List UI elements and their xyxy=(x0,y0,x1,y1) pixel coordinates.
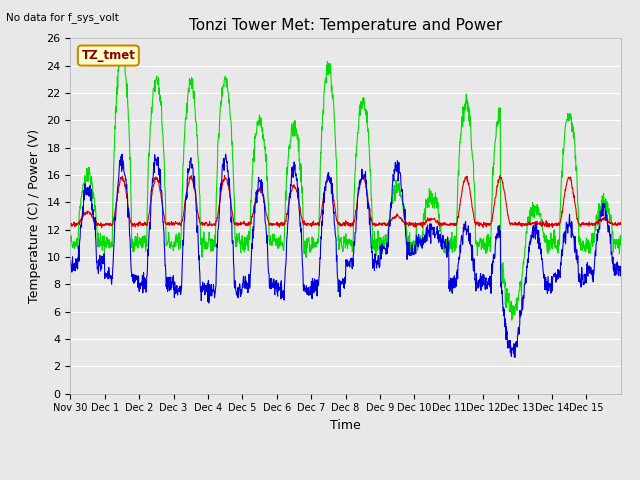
Line: Battery V: Battery V xyxy=(70,175,621,228)
Panel T xyxy=(332,137,339,143)
Panel T xyxy=(67,238,74,244)
Air T xyxy=(153,157,161,163)
Battery V xyxy=(557,217,564,223)
Line: Air T: Air T xyxy=(70,154,621,357)
Text: No data for f_sys_volt: No data for f_sys_volt xyxy=(6,12,119,23)
Panel T xyxy=(116,42,124,48)
Panel T xyxy=(153,73,161,79)
Air T xyxy=(557,260,564,265)
Air T xyxy=(476,276,483,282)
Air T xyxy=(67,258,74,264)
Battery V xyxy=(321,183,329,189)
Air T xyxy=(118,151,126,157)
Y-axis label: Temperature (C) / Power (V): Temperature (C) / Power (V) xyxy=(28,129,41,303)
Air T xyxy=(332,233,339,239)
Text: TZ_tmet: TZ_tmet xyxy=(81,49,135,62)
Battery V xyxy=(332,212,340,217)
Battery V xyxy=(67,221,74,227)
Battery V xyxy=(153,175,161,180)
Legend: Panel T, Battery V, Air T: Panel T, Battery V, Air T xyxy=(193,478,498,480)
Battery V xyxy=(98,225,106,230)
Air T xyxy=(511,354,519,360)
Battery V xyxy=(476,220,484,226)
Title: Tonzi Tower Met: Temperature and Power: Tonzi Tower Met: Temperature and Power xyxy=(189,18,502,33)
Panel T xyxy=(557,201,564,206)
Panel T xyxy=(611,237,618,242)
Panel T xyxy=(508,317,516,323)
X-axis label: Time: Time xyxy=(330,419,361,432)
Panel T xyxy=(476,239,483,244)
Air T xyxy=(611,272,618,278)
Battery V xyxy=(617,222,625,228)
Panel T xyxy=(617,241,625,247)
Line: Panel T: Panel T xyxy=(70,45,621,320)
Battery V xyxy=(611,220,618,226)
Air T xyxy=(617,265,625,271)
Air T xyxy=(321,184,329,190)
Panel T xyxy=(321,80,329,85)
Battery V xyxy=(221,172,228,178)
